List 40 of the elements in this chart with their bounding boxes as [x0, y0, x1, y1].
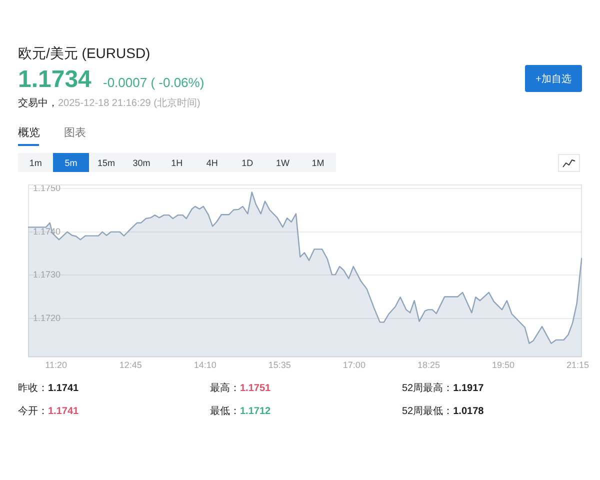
text: 图表 — [64, 126, 86, 140]
text: 昨收： — [18, 383, 48, 394]
text: 最高： — [210, 383, 240, 394]
text: 4H — [205, 156, 219, 170]
text: 52周最高： — [402, 383, 454, 394]
text: 52周最低： — [402, 406, 454, 417]
text: 1.1734 — [18, 66, 92, 94]
text: +加自选 — [525, 65, 582, 92]
y-tick-label: 1.1750 — [33, 183, 61, 194]
text: 1D — [240, 156, 254, 170]
text: 1.1712 — [240, 406, 271, 417]
chart-title: 欧元/美元 (EURUSD) — [18, 45, 150, 63]
text: 2025-12-18 21:16:29 (北京时间) — [58, 98, 200, 109]
text: 1.1917 — [453, 383, 484, 394]
text: 15m — [96, 156, 116, 170]
x-tick-label: 15:35 — [268, 360, 291, 370]
x-tick-label: 11:20 — [45, 360, 67, 370]
text: 1.1751 — [240, 383, 271, 394]
text: 30m — [132, 156, 152, 170]
x-tick-label: 17:00 — [342, 360, 366, 370]
x-tick-label: 14:10 — [194, 360, 216, 370]
text: 概览 — [18, 126, 40, 140]
text: 交易中， — [18, 98, 58, 109]
y-tick-label: 1.1730 — [33, 270, 61, 280]
x-tick-label: 18:25 — [417, 360, 440, 370]
text: 1.1741 — [48, 383, 79, 394]
text: 1.1741 — [48, 406, 79, 417]
x-tick-label: 19:50 — [492, 360, 515, 370]
text: 1m — [28, 156, 43, 170]
text: -0.0007 ( -0.06%) — [103, 75, 204, 90]
text: 今开： — [18, 406, 48, 417]
x-tick-label: 21:15 — [566, 360, 590, 370]
text: 1.0178 — [453, 406, 484, 417]
text: 1W — [274, 156, 290, 170]
text: 5m — [53, 153, 89, 172]
y-tick-label: 1.1720 — [33, 312, 61, 323]
text: 最低： — [210, 406, 240, 417]
x-tick-label: 12:45 — [119, 360, 142, 370]
text: 1H — [170, 156, 184, 170]
text: 1M — [310, 156, 326, 170]
